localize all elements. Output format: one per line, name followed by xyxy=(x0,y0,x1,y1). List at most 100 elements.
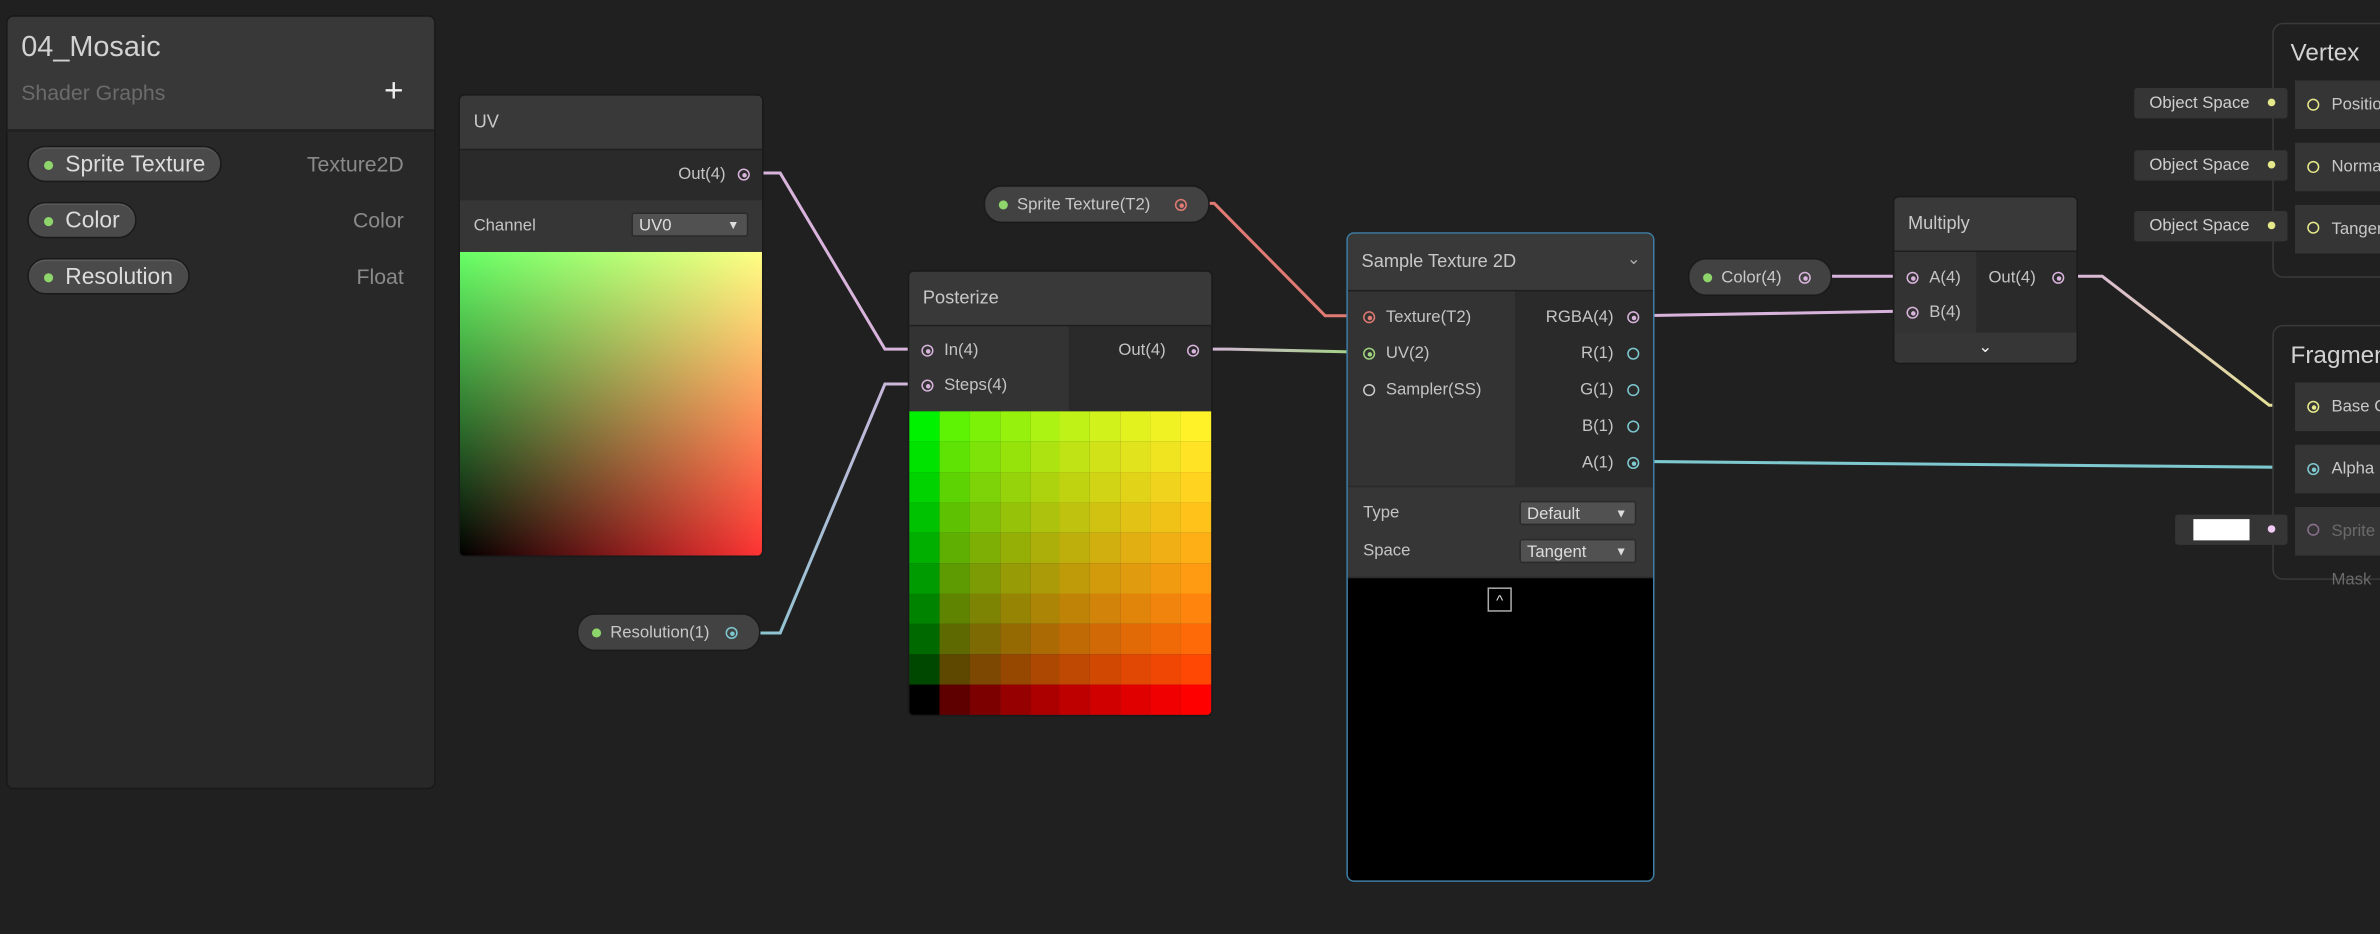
inputs-column xyxy=(1347,291,1515,486)
port-dot-icon xyxy=(2267,221,2276,230)
color-property-node[interactable]: Color(4) xyxy=(1687,258,1833,296)
edge-resolution-to-steps[interactable] xyxy=(737,382,920,635)
posterize-cell xyxy=(1060,502,1091,533)
port-r[interactable] xyxy=(1627,347,1640,360)
port-dot-icon xyxy=(2267,160,2276,169)
posterize-cell xyxy=(1150,502,1182,533)
multiply-node[interactable]: Multiply A(4) B(4) Out(4) ⌄ xyxy=(1892,195,2079,365)
posterize-cell xyxy=(1181,563,1212,594)
posterize-cell xyxy=(1060,441,1091,473)
port-a[interactable] xyxy=(1627,456,1640,470)
port-label: G(1) xyxy=(1580,380,1614,400)
port-out[interactable] xyxy=(2052,271,2065,284)
port-texture[interactable] xyxy=(1363,311,1376,324)
port-tangent[interactable] xyxy=(2307,221,2320,234)
plus-icon[interactable]: + xyxy=(384,71,404,110)
port-out[interactable] xyxy=(1174,198,1187,211)
port-position[interactable] xyxy=(2307,98,2320,111)
port-rgba[interactable] xyxy=(1627,311,1640,324)
posterize-cell xyxy=(999,684,1031,715)
port-b[interactable] xyxy=(1906,306,1919,319)
port-base-color[interactable] xyxy=(2307,400,2320,413)
port-label: UV(2) xyxy=(1385,344,1430,363)
vertex-context: Vertex Position Normal Tangent xyxy=(2272,22,2380,278)
posterize-cell xyxy=(1030,623,1061,655)
port-normal[interactable] xyxy=(2307,160,2320,174)
property-resolution[interactable]: Resolution xyxy=(27,258,190,295)
port-sprite-mask[interactable] xyxy=(2307,523,2320,536)
color-swatch[interactable] xyxy=(2193,519,2250,541)
posterize-cell xyxy=(909,411,940,442)
port-out[interactable] xyxy=(737,168,750,181)
property-name: Color xyxy=(65,207,120,234)
dropdown-value: Default xyxy=(1527,505,1580,524)
type-dropdown[interactable]: Default ▼ xyxy=(1519,500,1637,526)
port-dot-icon xyxy=(2267,525,2276,533)
chevron-down-icon[interactable]: ⌄ xyxy=(1626,250,1641,269)
block-base-color[interactable]: Base Color xyxy=(2295,382,2380,432)
port-uv[interactable] xyxy=(1363,347,1376,360)
block-label: Normal xyxy=(2331,157,2380,177)
posterize-cell xyxy=(939,411,970,442)
port-label: Out(4) xyxy=(678,165,726,184)
channel-dropdown[interactable]: UV0 ▼ xyxy=(631,212,749,237)
port-alpha[interactable] xyxy=(2307,462,2320,476)
space-dropdown[interactable]: Tangent ▼ xyxy=(1519,538,1637,564)
posterize-cell xyxy=(1181,502,1212,533)
edge-alpha-to-alpha[interactable] xyxy=(1639,459,2308,470)
resolution-property-node[interactable]: Resolution(1) xyxy=(576,613,761,652)
posterize-cell xyxy=(939,684,970,715)
posterize-cell xyxy=(909,623,940,655)
port-out[interactable] xyxy=(1186,344,1200,357)
object-space-field[interactable]: Object Space xyxy=(2134,88,2288,119)
port-a[interactable] xyxy=(1906,271,1919,284)
edge-sprite-to-texture[interactable] xyxy=(1186,201,1362,318)
posterize-cell xyxy=(1120,563,1151,594)
port-out[interactable] xyxy=(725,626,738,640)
port-label: A(1) xyxy=(1581,453,1614,473)
chevron-down-icon[interactable]: ⌄ xyxy=(1894,332,2077,363)
port-b[interactable] xyxy=(1627,420,1640,433)
port-out[interactable] xyxy=(1798,271,1811,284)
block-position[interactable]: Position xyxy=(2295,80,2380,130)
port-label: Sampler(SS) xyxy=(1385,380,1482,400)
object-space-field[interactable]: Object Space xyxy=(2134,210,2288,242)
edge-multiply-to-basecolor[interactable] xyxy=(2065,274,2308,407)
property-sprite-texture[interactable]: Sprite Texture xyxy=(27,145,223,183)
object-space-field[interactable]: Object Space xyxy=(2134,150,2288,181)
sprite-texture-property-node[interactable]: Sprite Texture(T2) xyxy=(983,185,1210,224)
property-color[interactable]: Color xyxy=(27,201,137,239)
port-label: Out(4) xyxy=(1118,341,1166,360)
edge-uv-to-posterize[interactable] xyxy=(749,171,920,351)
edge-rgba-to-b[interactable] xyxy=(1639,309,1905,318)
collapse-preview-button[interactable]: ^ xyxy=(1487,587,1512,612)
posterize-cell xyxy=(939,532,970,564)
triangle-down-icon: ▼ xyxy=(1615,506,1628,521)
posterize-cell xyxy=(1120,623,1151,655)
posterize-cell xyxy=(1120,532,1151,564)
port-g[interactable] xyxy=(1627,384,1640,397)
property-dot-icon xyxy=(44,160,54,171)
posterize-cell xyxy=(1181,684,1212,715)
space-label: Space xyxy=(1363,541,1411,561)
posterize-cell xyxy=(999,441,1031,473)
port-in[interactable] xyxy=(921,344,934,357)
posterize-cell xyxy=(939,472,970,503)
context-title: Vertex xyxy=(2290,40,2360,67)
posterize-cell xyxy=(1090,472,1121,503)
sprite-mask-color-field[interactable] xyxy=(2175,514,2288,545)
port-steps[interactable] xyxy=(921,379,934,392)
port-label: B(1) xyxy=(1581,417,1614,436)
port-sampler[interactable] xyxy=(1363,384,1376,397)
blackboard-panel: 04_Mosaic Shader Graphs + Sprite Texture… xyxy=(6,15,436,790)
posterize-cell xyxy=(1090,441,1121,473)
property-type: Float xyxy=(356,264,404,289)
sample-texture-2d-node[interactable]: Sample Texture 2D ⌄ Texture(T2) UV(2) Sa… xyxy=(1346,232,1655,882)
posterize-cell xyxy=(1150,441,1182,473)
edge-posterize-to-uv[interactable] xyxy=(1199,347,1362,354)
property-node-label: Color(4) xyxy=(1721,268,1782,287)
posterize-cell xyxy=(969,593,1000,624)
posterize-node[interactable]: Posterize In(4) Steps(4) Out(4) xyxy=(907,270,1213,717)
uv-node[interactable]: UV Out(4) Channel UV0 ▼ xyxy=(458,94,764,558)
